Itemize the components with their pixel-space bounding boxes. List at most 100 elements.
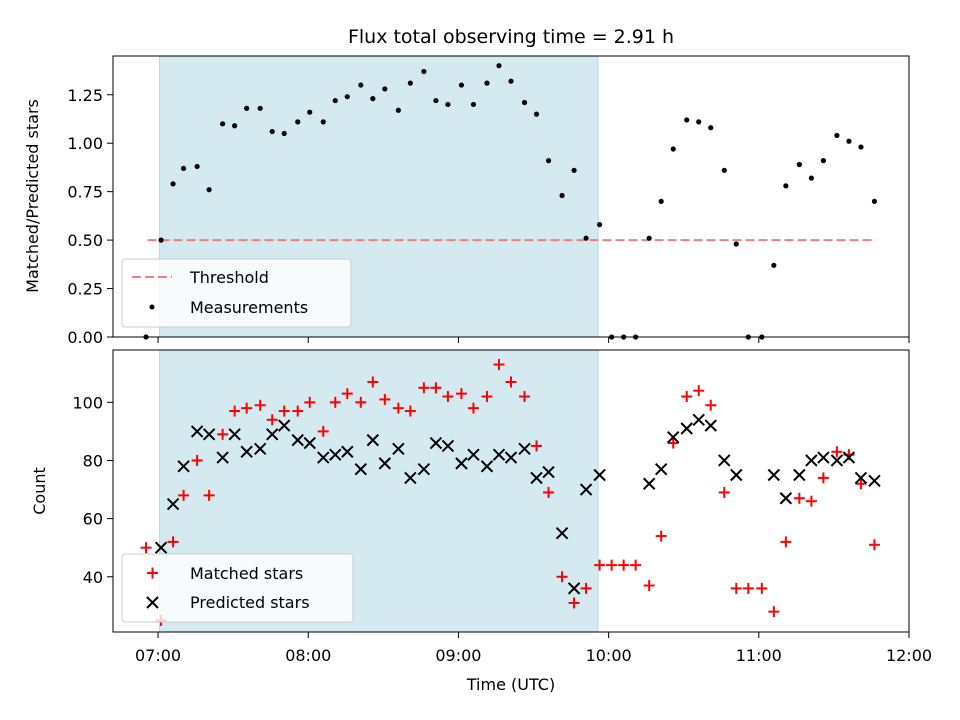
- predicted-star-point: [730, 468, 743, 482]
- matched-star-point: [292, 405, 304, 417]
- bottom-y-axis-label: Count: [30, 467, 49, 515]
- measurement-point: [421, 68, 427, 75]
- legend-threshold-label: Threshold: [189, 268, 269, 287]
- measurement-point: [206, 187, 212, 193]
- measurement-point: [470, 101, 477, 108]
- predicted-star-point: [303, 436, 316, 450]
- measurement-point: [382, 86, 388, 92]
- matched-star-point: [655, 530, 667, 542]
- predicted-star-point: [455, 457, 468, 470]
- x-tick-label: 08:00: [285, 646, 331, 665]
- legend-matched-swatch: [147, 567, 158, 579]
- predicted-star-point: [593, 468, 606, 482]
- x-axis-label: Time (UTC): [466, 675, 555, 694]
- measurement-point: [269, 128, 275, 135]
- measurement-point: [521, 99, 528, 106]
- count-points: [140, 359, 881, 626]
- measurement-point: [545, 158, 552, 164]
- measurement-point: [332, 97, 338, 104]
- matched-star-point: [455, 388, 467, 400]
- predicted-star-point: [341, 445, 354, 458]
- measurement-point: [320, 119, 326, 125]
- chart-title: Flux total observing time = 2.91 h: [348, 26, 674, 48]
- measurement-point: [670, 146, 676, 152]
- measurement-point: [232, 123, 238, 129]
- measurement-point: [257, 105, 263, 111]
- matched-star-point: [241, 402, 253, 414]
- matched-star-point: [742, 582, 754, 594]
- measurement-point: [721, 167, 727, 173]
- predicted-star-point: [718, 454, 731, 467]
- predicted-star-point: [190, 425, 204, 438]
- predicted-star-point: [579, 483, 593, 496]
- measurement-point: [708, 125, 714, 131]
- matched-star-point: [756, 582, 768, 594]
- matched-star-point: [556, 571, 568, 583]
- matched-star-point: [191, 454, 203, 466]
- matched-star-point: [580, 582, 592, 594]
- matched-star-point: [681, 391, 693, 403]
- predicted-star-point: [278, 419, 291, 432]
- matched-star-point: [805, 495, 817, 507]
- bottom-panel: 40 60 80 100 07:00 08:00 09:00 10:00 11:00 12:00…: [30, 349, 932, 694]
- predicted-star-point: [154, 541, 168, 554]
- measurement-point: [484, 80, 490, 86]
- matched-star-point: [855, 478, 867, 490]
- y-tick-label: 100: [72, 393, 103, 412]
- measurement-point: [496, 63, 502, 69]
- measurement-point: [871, 198, 878, 204]
- matched-star-point: [793, 492, 805, 504]
- predicted-star-point: [354, 462, 368, 476]
- matched-star-point: [317, 425, 329, 437]
- matched-star-point: [442, 391, 454, 403]
- measurement-point: [370, 96, 376, 102]
- predicted-star-point: [642, 477, 656, 490]
- matched-star-point: [355, 396, 367, 408]
- matched-star-point: [594, 559, 606, 571]
- bottom-legend: Matched stars Predicted stars: [121, 553, 354, 623]
- measurement-point: [458, 82, 465, 88]
- predicted-star-point: [228, 428, 241, 441]
- bottom-legend-box: [121, 553, 354, 623]
- predicted-star-point: [793, 468, 806, 482]
- predicted-star-point: [417, 462, 431, 476]
- y-tick-label: 0.50: [67, 231, 103, 250]
- measurement-point: [846, 138, 852, 144]
- predicted-star-point: [854, 471, 868, 485]
- measurement-point: [583, 235, 589, 241]
- measurement-point: [658, 198, 664, 204]
- top-panel: Flux total observing time = 2.91 h 0.000…: [23, 26, 910, 347]
- top-x-axis: [157, 337, 910, 343]
- measurement-point: [559, 192, 565, 199]
- measurement-point: [170, 181, 176, 187]
- predicted-star-point: [253, 442, 267, 456]
- predicted-star-point: [329, 448, 342, 461]
- predicted-star-point: [366, 433, 380, 447]
- predicted-star-point: [680, 422, 693, 435]
- y-tick-label: 1.25: [67, 86, 103, 105]
- predicted-star-point: [817, 451, 830, 464]
- predicted-star-point: [202, 428, 216, 441]
- predicted-star-point: [240, 445, 253, 458]
- predicted-star-point: [291, 433, 304, 447]
- measurement-point: [858, 144, 864, 150]
- matched-star-point: [519, 391, 531, 403]
- legend-predicted-swatch: [146, 596, 159, 609]
- measurement-point: [571, 167, 577, 173]
- predicted-star-point: [567, 582, 581, 595]
- top-y-axis-label: Matched/Predicted stars: [23, 99, 42, 293]
- x-tick-label: 09:00: [435, 646, 481, 665]
- matched-star-point: [643, 579, 655, 591]
- measurement-point: [307, 109, 313, 115]
- matched-star-point: [606, 559, 618, 571]
- top-legend-box: [121, 258, 352, 328]
- matched-star-point: [730, 582, 742, 594]
- measurement-point: [834, 132, 840, 139]
- x-tick-label: 11:00: [736, 646, 782, 665]
- predicted-star-point: [216, 451, 229, 464]
- predicted-star-point: [555, 526, 569, 540]
- predicted-star-point: [692, 413, 705, 426]
- measurement-point: [194, 163, 200, 170]
- matched-star-point: [467, 402, 479, 414]
- top-plot-frame: [112, 55, 910, 338]
